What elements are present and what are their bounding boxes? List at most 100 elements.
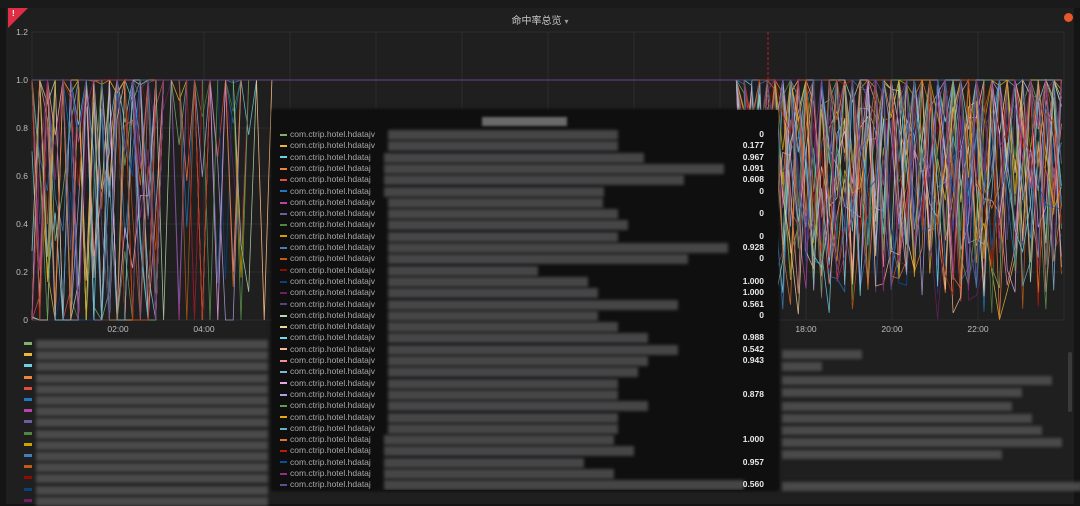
series-name: com.ctrip.hotel.hdatajv xyxy=(290,298,376,309)
legend-swatch[interactable] xyxy=(24,364,32,368)
legend-item-redacted[interactable] xyxy=(36,440,268,450)
legend-swatch[interactable] xyxy=(24,342,32,345)
legend-swatch[interactable] xyxy=(24,498,32,502)
x-tick-label: 18:00 xyxy=(795,324,817,334)
line-chart[interactable]: 0 0.2 0.4 0.6 0.8 1.0 1.2 02:00 04:00 18:00 20:00… xyxy=(0,0,1080,340)
series-name: com.ctrip.hotel.hdataj xyxy=(290,468,371,478)
legend-item-redacted[interactable] xyxy=(782,402,1012,411)
series-color-swatch xyxy=(280,438,287,441)
redacted-series-name xyxy=(384,152,644,163)
redacted-series-name xyxy=(388,299,678,310)
redacted-series-name xyxy=(388,141,618,152)
legend-item-redacted[interactable] xyxy=(36,407,268,417)
redacted-series-name xyxy=(388,412,618,423)
legend-item-redacted[interactable] xyxy=(36,396,268,405)
legend-item-redacted[interactable] xyxy=(36,474,268,484)
series-name: com.ctrip.hotel.hdataj xyxy=(290,456,371,467)
legend-swatch[interactable] xyxy=(24,442,32,446)
series-name: com.ctrip.hotel.hdataj xyxy=(290,174,371,185)
legend-item-redacted[interactable] xyxy=(36,452,268,461)
legend-swatch[interactable] xyxy=(24,386,32,390)
redacted-series-name xyxy=(388,276,588,287)
legend-item-redacted[interactable] xyxy=(36,351,268,361)
legend-swatch[interactable] xyxy=(24,465,32,469)
tooltip-row: com.ctrip.hotel.hdatajv xyxy=(280,412,770,423)
redacted-series-name xyxy=(384,457,584,468)
y-tick-label: 1.0 xyxy=(16,75,28,85)
legend-swatch[interactable] xyxy=(24,487,32,491)
tooltip-row: com.ctrip.hotel.hdatajv 0.561 xyxy=(280,299,770,310)
legend-swatch[interactable] xyxy=(24,454,32,457)
legend-swatch[interactable] xyxy=(24,375,32,379)
legend-item-redacted[interactable] xyxy=(782,438,1062,447)
series-name: com.ctrip.hotel.hdatajv xyxy=(290,377,376,388)
info-icon[interactable] xyxy=(1064,13,1073,22)
tooltip-row: com.ctrip.hotel.hdataj 0.967 xyxy=(280,152,770,163)
series-value: 0.091 xyxy=(742,162,764,173)
legend-swatch[interactable] xyxy=(24,398,32,401)
tooltip-row: com.ctrip.hotel.hdataj 0.091 xyxy=(280,163,770,174)
series-name: com.ctrip.hotel.hdatajv xyxy=(290,332,376,343)
legend-item-redacted[interactable] xyxy=(782,426,1042,435)
x-tick-label: 02:00 xyxy=(107,324,129,334)
series-value: 1.000 xyxy=(742,287,764,298)
legend-item-redacted[interactable] xyxy=(782,376,1052,385)
redacted-series-name xyxy=(388,209,618,220)
redacted-series-name xyxy=(388,130,618,140)
legend-item-redacted[interactable] xyxy=(782,362,822,371)
series-color-swatch xyxy=(280,280,287,283)
legend-item-redacted[interactable] xyxy=(36,429,268,439)
legend-scrollbar[interactable] xyxy=(1068,352,1072,412)
series-name: com.ctrip.hotel.hdatajv xyxy=(290,388,376,399)
legend-item-redacted[interactable] xyxy=(36,384,268,394)
x-tick-label: 22:00 xyxy=(967,324,989,334)
legend-item-redacted[interactable] xyxy=(36,340,268,349)
legend-item-redacted[interactable] xyxy=(782,350,862,359)
redacted-series-name xyxy=(388,344,678,355)
legend-item-redacted[interactable] xyxy=(782,450,1002,459)
series-color-swatch xyxy=(280,258,287,261)
redacted-series-name xyxy=(388,423,618,434)
series-name: com.ctrip.hotel.hdatajv xyxy=(290,287,376,298)
legend-swatch[interactable] xyxy=(24,420,32,424)
series-color-swatch xyxy=(280,212,287,215)
legend-swatch[interactable] xyxy=(24,353,32,357)
redacted-series-name xyxy=(384,446,634,457)
legend-swatch[interactable] xyxy=(24,476,32,480)
legend-item-redacted[interactable] xyxy=(782,414,1032,423)
alert-flag-icon[interactable] xyxy=(8,8,28,28)
legend-swatch[interactable] xyxy=(24,409,32,413)
tooltip-header-time xyxy=(482,117,567,126)
redacted-series-name xyxy=(388,243,728,253)
legend-item-redacted[interactable] xyxy=(36,463,268,473)
redacted-series-name xyxy=(384,163,724,174)
series-color-swatch xyxy=(280,291,287,294)
legend-item-redacted[interactable] xyxy=(36,496,268,506)
redacted-series-name xyxy=(388,220,628,231)
legend-item-redacted[interactable] xyxy=(782,388,1022,397)
redacted-series-name xyxy=(384,186,604,197)
series-color-swatch xyxy=(280,427,287,430)
y-tick-label: 0.6 xyxy=(16,171,28,181)
panel-title-menu[interactable]: 命中率总览 ▾ xyxy=(0,12,1080,27)
y-tick-label: 0 xyxy=(23,315,28,325)
series-value: 0 xyxy=(759,208,764,219)
series-color-swatch xyxy=(280,235,287,238)
legend-item-redacted[interactable] xyxy=(36,485,268,495)
legend-swatch[interactable] xyxy=(24,431,32,435)
legend-item-redacted[interactable] xyxy=(36,373,268,383)
series-value: 0 xyxy=(759,129,764,139)
chevron-down-icon: ▾ xyxy=(564,17,569,26)
y-tick-label: 0.8 xyxy=(16,123,28,133)
legend-item-redacted[interactable] xyxy=(36,362,268,372)
series-name: com.ctrip.hotel.hdatajv xyxy=(290,196,376,207)
series-name: com.ctrip.hotel.hdatajv xyxy=(290,140,376,151)
legend-item-redacted[interactable] xyxy=(782,482,1080,491)
legend-item-redacted[interactable] xyxy=(36,418,268,428)
series-color-swatch xyxy=(280,190,287,193)
tooltip-row: com.ctrip.hotel.hdataj 0.957 xyxy=(280,457,770,468)
tooltip-row: com.ctrip.hotel.hdatajv 0.177 xyxy=(280,140,770,152)
series-value: 0 xyxy=(759,185,764,196)
tooltip-row: com.ctrip.hotel.hdatajv xyxy=(280,197,770,208)
series-color-swatch xyxy=(280,450,287,453)
